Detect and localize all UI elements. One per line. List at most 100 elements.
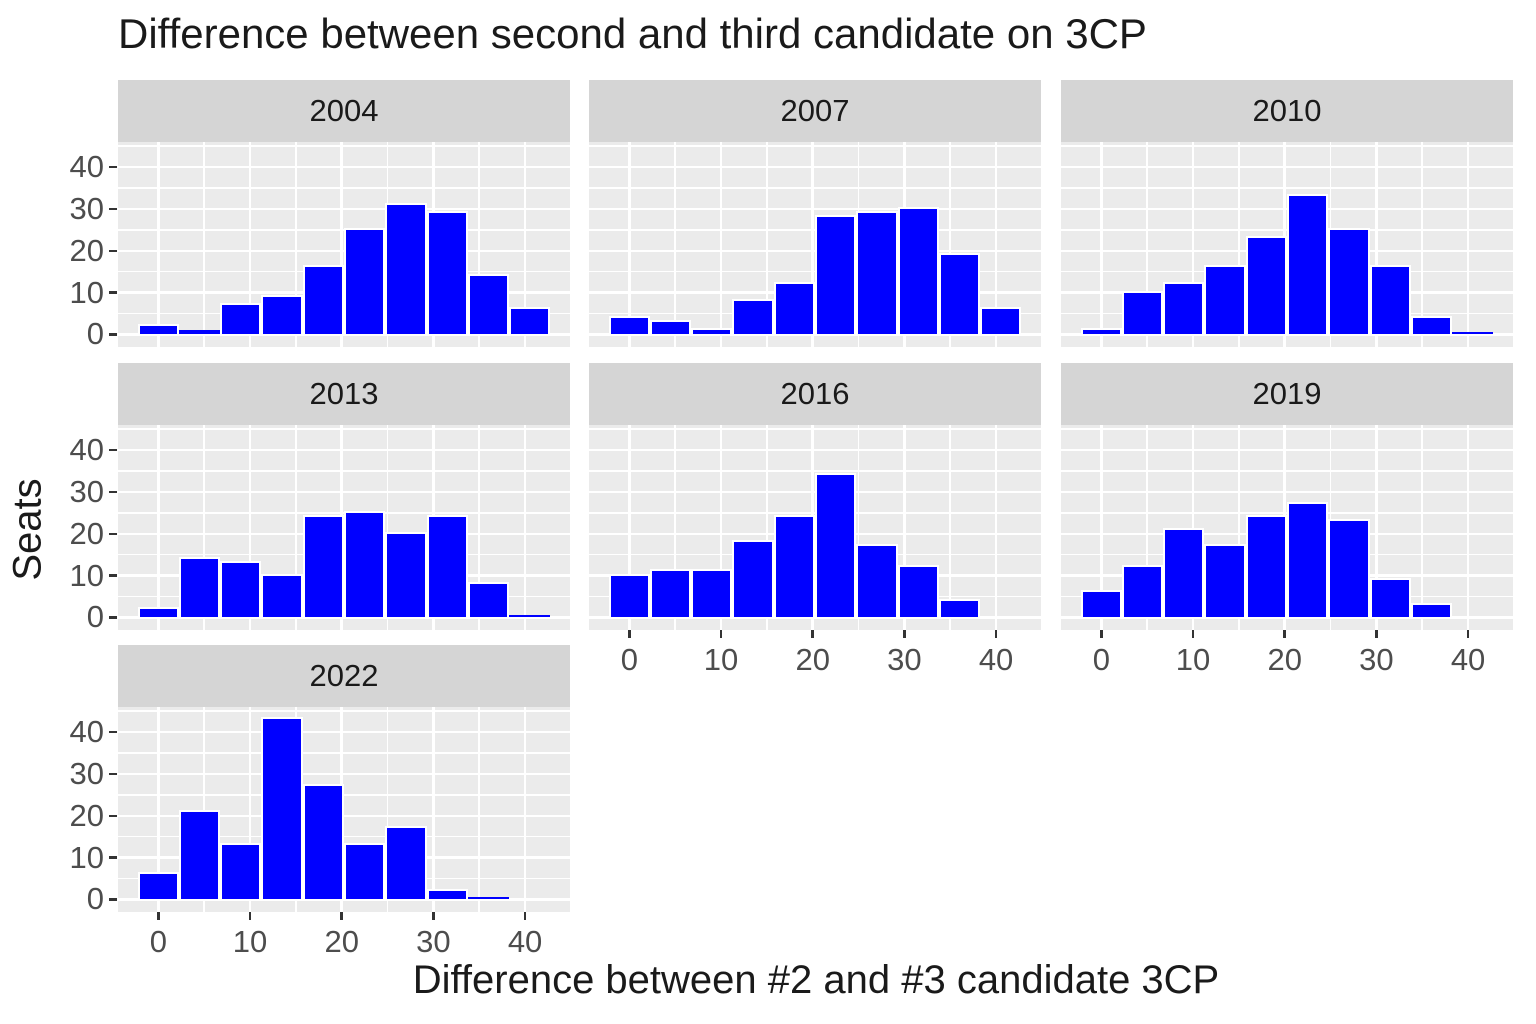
minor-gridline-h	[589, 470, 1041, 472]
y-tick-label: 40	[69, 432, 104, 468]
histogram-bar	[426, 211, 468, 335]
facet-panel	[1061, 142, 1513, 347]
histogram-bar	[1204, 265, 1246, 335]
major-gridline-h	[118, 814, 570, 818]
major-gridline-v	[811, 142, 814, 347]
histogram-bar	[649, 319, 692, 335]
histogram-bar	[509, 615, 551, 618]
histogram-bar	[897, 565, 939, 618]
x-axis-title: Difference between #2 and #3 candidate 3…	[412, 958, 1220, 1002]
minor-gridline-v	[674, 425, 676, 630]
histogram-bar	[608, 573, 650, 618]
major-gridline-h	[1061, 490, 1513, 494]
major-gridline-h	[118, 333, 570, 336]
histogram-bar	[1287, 194, 1329, 335]
major-gridline-h	[118, 165, 570, 169]
x-tick-mark	[157, 912, 160, 920]
minor-gridline-h	[118, 145, 570, 147]
histogram-bar	[1369, 577, 1411, 618]
histogram-bar	[773, 282, 815, 335]
histogram-bar	[385, 826, 427, 900]
minor-gridline-v	[1146, 425, 1148, 630]
facet-strip-label: 2016	[780, 376, 850, 411]
x-tick-label: 10	[232, 924, 268, 959]
y-tick-mark	[109, 898, 117, 901]
histogram-bar	[509, 307, 551, 335]
minor-gridline-v	[857, 425, 860, 630]
histogram-bar	[1121, 290, 1164, 335]
minor-gridline-v	[1421, 142, 1423, 347]
facet-strip-label: 2010	[1252, 93, 1322, 128]
y-tick-mark	[109, 249, 117, 253]
major-gridline-h	[1061, 616, 1513, 619]
histogram-bar	[773, 514, 815, 618]
minor-gridline-v	[478, 707, 480, 912]
facet-panel	[118, 707, 570, 912]
minor-gridline-h	[589, 187, 1041, 189]
histogram-bar	[980, 307, 1022, 335]
y-tick-mark	[109, 490, 117, 494]
minor-gridline-v	[295, 425, 297, 630]
histogram-bar	[1121, 565, 1164, 618]
histogram-bar	[137, 606, 179, 618]
histogram-bar	[1328, 227, 1370, 335]
facet-strip: 2010	[1061, 80, 1513, 142]
major-gridline-v	[1100, 425, 1103, 630]
major-gridline-v	[1375, 425, 1378, 630]
x-tick-label: 0	[149, 924, 167, 959]
x-tick-mark	[523, 912, 527, 920]
y-tick-label: 0	[86, 881, 104, 917]
y-tick-label: 40	[69, 714, 104, 750]
minor-gridline-h	[118, 794, 570, 796]
y-tick-label: 20	[69, 797, 104, 833]
x-tick-mark	[1191, 630, 1195, 638]
major-gridline-v	[1100, 142, 1103, 347]
x-tick-label: 30	[416, 924, 451, 959]
minor-gridline-v	[386, 425, 389, 630]
major-gridline-v	[903, 425, 906, 630]
histogram-bar	[1204, 544, 1246, 618]
histogram-bar	[467, 581, 510, 618]
histogram-bar	[1080, 328, 1122, 335]
minor-gridline-v	[1146, 142, 1148, 347]
histogram-bar	[344, 842, 386, 900]
major-gridline-h	[1061, 333, 1513, 336]
minor-gridline-h	[118, 835, 570, 838]
x-tick-label: 10	[1175, 642, 1211, 677]
facet-panel	[118, 142, 570, 347]
facet-panel	[118, 425, 570, 630]
major-gridline-v	[1466, 425, 1470, 630]
major-gridline-v	[1466, 142, 1470, 347]
major-gridline-v	[628, 425, 631, 630]
facet-panel	[1061, 425, 1513, 630]
minor-gridline-v	[386, 707, 389, 912]
major-gridline-h	[589, 616, 1041, 619]
x-tick-label: 0	[620, 642, 638, 677]
minor-gridline-h	[589, 145, 1041, 147]
x-tick-label: 10	[703, 642, 739, 677]
major-gridline-v	[628, 142, 631, 347]
minor-gridline-v	[1238, 142, 1240, 347]
histogram-bar	[178, 330, 221, 335]
histogram-bar	[261, 294, 303, 335]
histogram-bar	[1163, 282, 1205, 335]
histogram-bar	[137, 323, 179, 335]
minor-gridline-v	[766, 425, 768, 630]
y-tick-label: 0	[86, 599, 104, 635]
histogram-bar	[1287, 502, 1329, 618]
minor-gridline-v	[949, 425, 951, 630]
major-gridline-v	[248, 425, 252, 630]
x-tick-mark	[811, 630, 814, 638]
histogram-bar	[302, 514, 344, 618]
x-tick-label: 20	[324, 924, 359, 959]
major-gridline-v	[157, 142, 160, 347]
histogram-bar	[1452, 332, 1494, 335]
plot-title: Difference between second and third cand…	[118, 10, 1147, 57]
facet-strip-label: 2007	[780, 93, 850, 128]
y-tick-label: 20	[69, 232, 104, 268]
x-tick-mark	[994, 630, 998, 638]
major-gridline-v	[340, 142, 343, 347]
major-gridline-h	[118, 730, 570, 734]
y-tick-mark	[109, 772, 117, 776]
